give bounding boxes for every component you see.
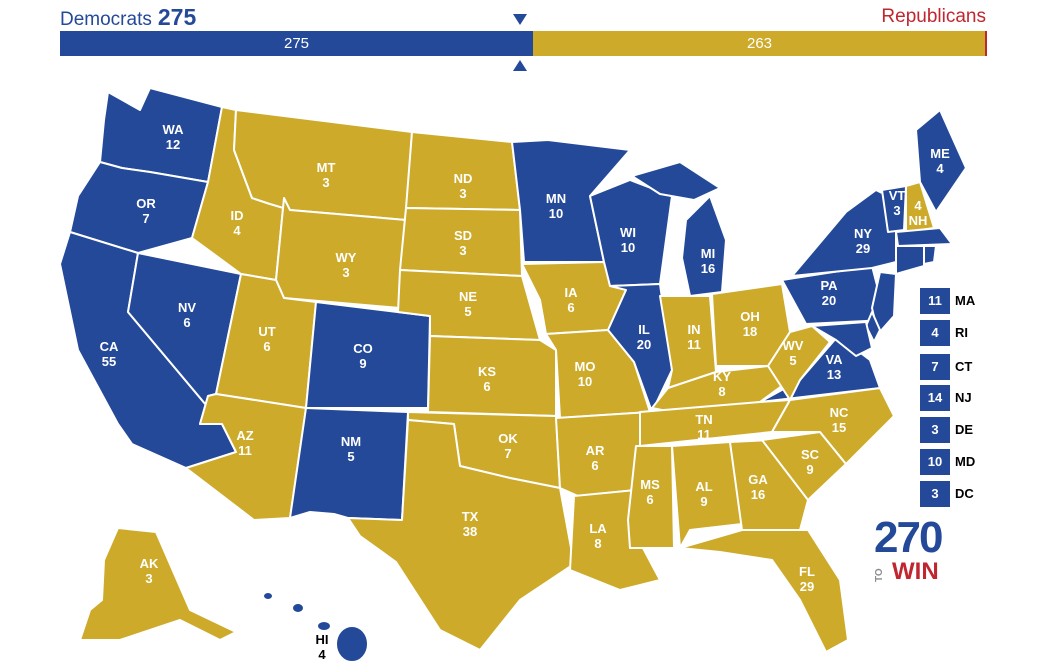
state-MI-upper[interactable] bbox=[631, 161, 721, 201]
small-state-abbr: NJ bbox=[955, 390, 972, 405]
label-IL: IL 20 bbox=[636, 322, 652, 352]
small-state-ev-box: 4 bbox=[920, 320, 950, 346]
democrats-total: 275 bbox=[157, 4, 197, 30]
label-PA: PA 20 bbox=[820, 278, 838, 308]
state-VT[interactable] bbox=[881, 185, 907, 233]
state-NJ[interactable] bbox=[871, 271, 897, 335]
label-NH: 4 NH bbox=[908, 198, 928, 228]
small-state-ev-box: 14 bbox=[920, 385, 950, 411]
label-NE: NE 5 bbox=[458, 289, 478, 319]
label-MO: MO 10 bbox=[574, 359, 596, 389]
label-HI: HI 4 bbox=[315, 632, 329, 662]
small-state-abbr: DC bbox=[955, 486, 974, 501]
small-state-abbr: MD bbox=[955, 454, 976, 469]
state-KS[interactable] bbox=[427, 335, 557, 417]
logo-win: WIN bbox=[892, 558, 939, 585]
democrats-label: Democrats bbox=[60, 9, 152, 30]
state-CT[interactable] bbox=[895, 245, 925, 275]
logo-to: TO bbox=[874, 568, 885, 582]
state-MA[interactable] bbox=[895, 227, 953, 247]
small-state-ev-box: 3 bbox=[920, 417, 950, 443]
small-state-abbr: CT bbox=[955, 359, 973, 374]
label-VT: VT 3 bbox=[888, 188, 906, 218]
label-MS: MS 6 bbox=[640, 477, 660, 507]
label-MI: MI 16 bbox=[700, 246, 716, 276]
label-TX: TX 38 bbox=[461, 509, 479, 539]
label-WA: WA 12 bbox=[162, 122, 184, 152]
label-ID: ID 4 bbox=[230, 208, 244, 238]
label-AK: AK 3 bbox=[139, 556, 159, 586]
democrats-header: Democrats 275 bbox=[60, 4, 196, 31]
state-HI-oahu[interactable] bbox=[291, 602, 305, 614]
small-state-ev-box: 3 bbox=[920, 481, 950, 507]
label-NV: NV 6 bbox=[177, 300, 197, 330]
small-state-ev-box: 10 bbox=[920, 449, 950, 475]
label-WI: WI 10 bbox=[620, 225, 636, 255]
state-AL[interactable] bbox=[671, 441, 743, 549]
270towin-logo[interactable]: 270 TO WIN bbox=[872, 516, 952, 586]
republican-bar-segment: 263 bbox=[533, 31, 986, 56]
label-AL: AL 9 bbox=[695, 479, 713, 509]
electoral-vote-bar: 275 263 bbox=[60, 31, 987, 56]
label-WV: WV 5 bbox=[782, 338, 804, 368]
state-NM[interactable] bbox=[289, 407, 409, 521]
label-SD: SD 3 bbox=[453, 228, 473, 258]
label-NM: NM 5 bbox=[340, 434, 362, 464]
state-HI-maui[interactable] bbox=[316, 620, 332, 632]
label-GA: GA 16 bbox=[748, 472, 768, 502]
small-state-abbr: MA bbox=[955, 293, 976, 308]
label-ND: ND 3 bbox=[453, 171, 473, 201]
state-AK[interactable] bbox=[79, 527, 237, 641]
state-DE[interactable] bbox=[865, 311, 881, 343]
label-AZ: AZ 11 bbox=[236, 428, 254, 458]
label-KS: KS 6 bbox=[477, 364, 497, 394]
label-ME: ME 4 bbox=[930, 146, 950, 176]
small-state-abbr: DE bbox=[955, 422, 974, 437]
small-state-ev-box: 11 bbox=[920, 288, 950, 314]
republicans-label: Republicans bbox=[881, 6, 986, 27]
logo-number: 270 bbox=[874, 513, 943, 562]
state-HI-main[interactable] bbox=[335, 625, 369, 663]
label-FL: FL 29 bbox=[799, 564, 815, 594]
label-CO: CO 9 bbox=[353, 341, 373, 371]
label-SC: SC 9 bbox=[800, 447, 820, 477]
label-OK: OK 7 bbox=[498, 431, 518, 461]
270-marker-up-arrow-icon bbox=[513, 60, 527, 71]
label-WY: WY 3 bbox=[335, 250, 357, 280]
label-VA: VA 13 bbox=[825, 352, 843, 382]
state-HI-kauai[interactable] bbox=[262, 591, 274, 601]
label-OR: OR 7 bbox=[136, 196, 156, 226]
label-LA: LA 8 bbox=[589, 521, 607, 551]
label-MN: MN 10 bbox=[545, 191, 567, 221]
small-state-abbr: RI bbox=[955, 325, 968, 340]
label-MT: MT 3 bbox=[316, 160, 336, 190]
label-CA: CA 55 bbox=[99, 339, 119, 369]
state-FL[interactable] bbox=[679, 529, 849, 653]
small-state-ev-box: 7 bbox=[920, 354, 950, 380]
label-NC: NC 15 bbox=[829, 405, 849, 435]
democrat-bar-segment: 275 bbox=[60, 31, 533, 56]
state-RI[interactable] bbox=[923, 245, 937, 265]
state-ME[interactable] bbox=[915, 109, 967, 213]
label-KY: KY 8 bbox=[712, 369, 732, 399]
label-NY: NY 29 bbox=[853, 226, 873, 256]
state-TX[interactable] bbox=[347, 419, 575, 651]
state-MS[interactable] bbox=[627, 445, 675, 549]
label-OH: OH 18 bbox=[740, 309, 760, 339]
label-IN: IN 11 bbox=[687, 322, 701, 352]
republican-bar-end bbox=[985, 31, 987, 56]
270-marker-down-arrow-icon bbox=[513, 14, 527, 25]
label-IA: IA 6 bbox=[564, 285, 578, 315]
label-TN: TN 11 bbox=[695, 412, 713, 442]
label-AR: AR 6 bbox=[585, 443, 605, 473]
state-WV[interactable] bbox=[767, 325, 831, 401]
state-MD[interactable] bbox=[811, 321, 873, 357]
label-UT: UT 6 bbox=[258, 324, 276, 354]
